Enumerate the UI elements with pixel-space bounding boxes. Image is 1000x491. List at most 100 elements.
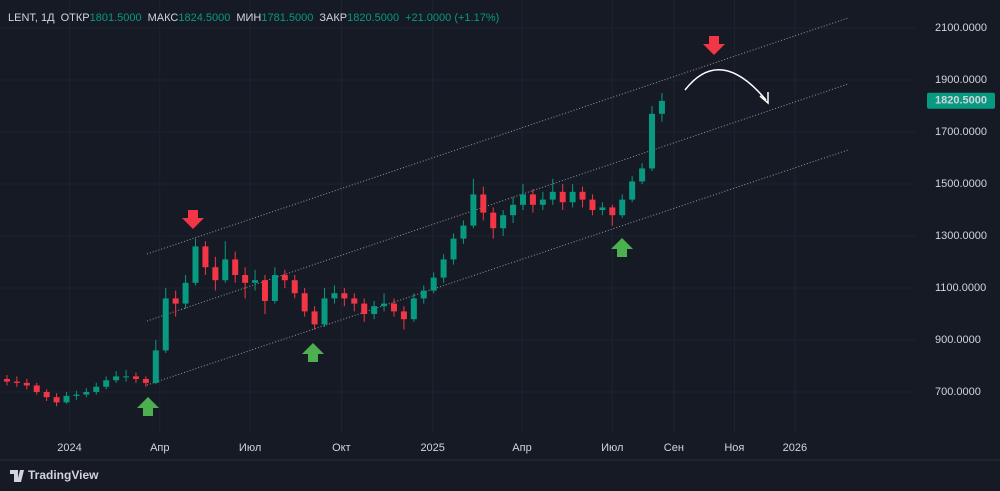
candle-body [619, 199, 626, 216]
candle-body [192, 246, 199, 283]
candle-body [361, 303, 368, 314]
x-tick-label: Апр [512, 442, 531, 454]
candle-body [162, 298, 169, 351]
legend-text: МИН [236, 12, 261, 24]
legend-text: 1781.5000 [261, 12, 313, 24]
candle-body [589, 199, 596, 211]
candle-body [381, 303, 388, 307]
projection-arrowhead [759, 92, 769, 105]
candle-body [311, 311, 318, 325]
candle-body [410, 298, 417, 320]
candle-body [639, 168, 646, 182]
candle-body [232, 259, 239, 276]
candle-body [549, 191, 556, 200]
candle-body [182, 282, 189, 304]
legend-text: МАКС [148, 12, 179, 24]
legend-text: LENT, 1Д [8, 12, 55, 24]
candle-body [252, 280, 259, 283]
candle-body [43, 391, 50, 398]
candle-body [490, 212, 497, 229]
candle-body [202, 246, 209, 268]
x-tick-label: Ноя [724, 442, 744, 454]
candle-body [529, 194, 536, 205]
candle-body [63, 395, 70, 403]
candle-body [510, 204, 517, 216]
candle-body [420, 290, 427, 299]
y-tick-label: 1300.0000 [935, 230, 987, 242]
grid [0, 0, 915, 432]
candle-body [500, 215, 507, 229]
x-tick-label: 2024 [57, 442, 81, 454]
candle-body [341, 293, 348, 299]
candle-body [519, 194, 526, 205]
candle-body [53, 397, 60, 403]
candle-body [123, 376, 130, 378]
candle-body [23, 382, 30, 386]
candle-body [73, 394, 80, 396]
candle-body [460, 225, 467, 239]
candle-body [351, 298, 358, 304]
candle-body [222, 259, 229, 281]
candle-body [430, 277, 437, 291]
arrow-up [137, 397, 159, 416]
candle-body [212, 267, 219, 281]
projection-curve [684, 69, 767, 101]
candle-body [93, 386, 100, 392]
arrow-up [611, 238, 633, 257]
x-tick-label: Апр [150, 442, 169, 454]
candle-body [450, 238, 457, 260]
candle-body [83, 391, 90, 395]
brand-logo [10, 470, 24, 482]
candle-body [242, 275, 249, 283]
arrow-down [703, 36, 725, 55]
candle-body [658, 100, 665, 114]
candle-body [559, 191, 566, 203]
candle-body [440, 259, 447, 278]
candle-body [321, 298, 328, 325]
candle-body [569, 191, 576, 203]
legend-text: ОТКР [61, 12, 90, 24]
y-tick-label: 1900.0000 [935, 74, 987, 86]
x-tick-label: Июл [601, 442, 623, 454]
y-tick-label: 700.0000 [935, 386, 981, 398]
arrow-down [182, 210, 204, 229]
legend-text: +21.0000 (+1.17%) [405, 12, 499, 24]
candle-body [629, 181, 636, 200]
candle-body [13, 381, 20, 383]
candle-body [113, 376, 120, 381]
candle-body [609, 207, 616, 216]
legend-header: LENT, 1Д ОТКР1801.5000 МАКС1824.5000 МИН178… [8, 12, 499, 24]
channel-upper [146, 17, 849, 255]
candles [3, 93, 665, 407]
candle-body [271, 275, 278, 301]
candle-body [579, 191, 586, 200]
candle-body [480, 194, 487, 213]
x-tick-label: Сен [664, 442, 684, 454]
brand-name: TradingView [28, 468, 99, 482]
candle-body [103, 380, 110, 387]
axes: 700.0000 900.0000 1100.0000 1300.0000 1500.0… [57, 22, 995, 454]
candle-body [470, 194, 477, 226]
legend-text: 1801.5000 [90, 12, 142, 24]
candle-body [132, 376, 139, 379]
y-tick-label: 900.0000 [935, 334, 981, 346]
arrow-up [302, 343, 324, 362]
brand: TradingView [10, 468, 99, 482]
candle-body [400, 311, 407, 320]
last-price-label: 1820.5000 [935, 95, 987, 107]
candle-body [539, 199, 546, 205]
candle-body [281, 275, 288, 281]
legend-text: ЗАКР [319, 12, 347, 24]
candle-body [599, 207, 606, 211]
candle-body [371, 306, 378, 314]
y-tick-label: 2100.0000 [935, 22, 987, 34]
x-tick-label: Июл [239, 442, 261, 454]
annotations [137, 36, 769, 416]
y-tick-label: 1700.0000 [935, 126, 987, 138]
x-tick-label: 2026 [783, 442, 807, 454]
candle-body [33, 385, 40, 392]
channel-lower [146, 149, 849, 386]
legend-text: 1824.5000 [178, 12, 230, 24]
